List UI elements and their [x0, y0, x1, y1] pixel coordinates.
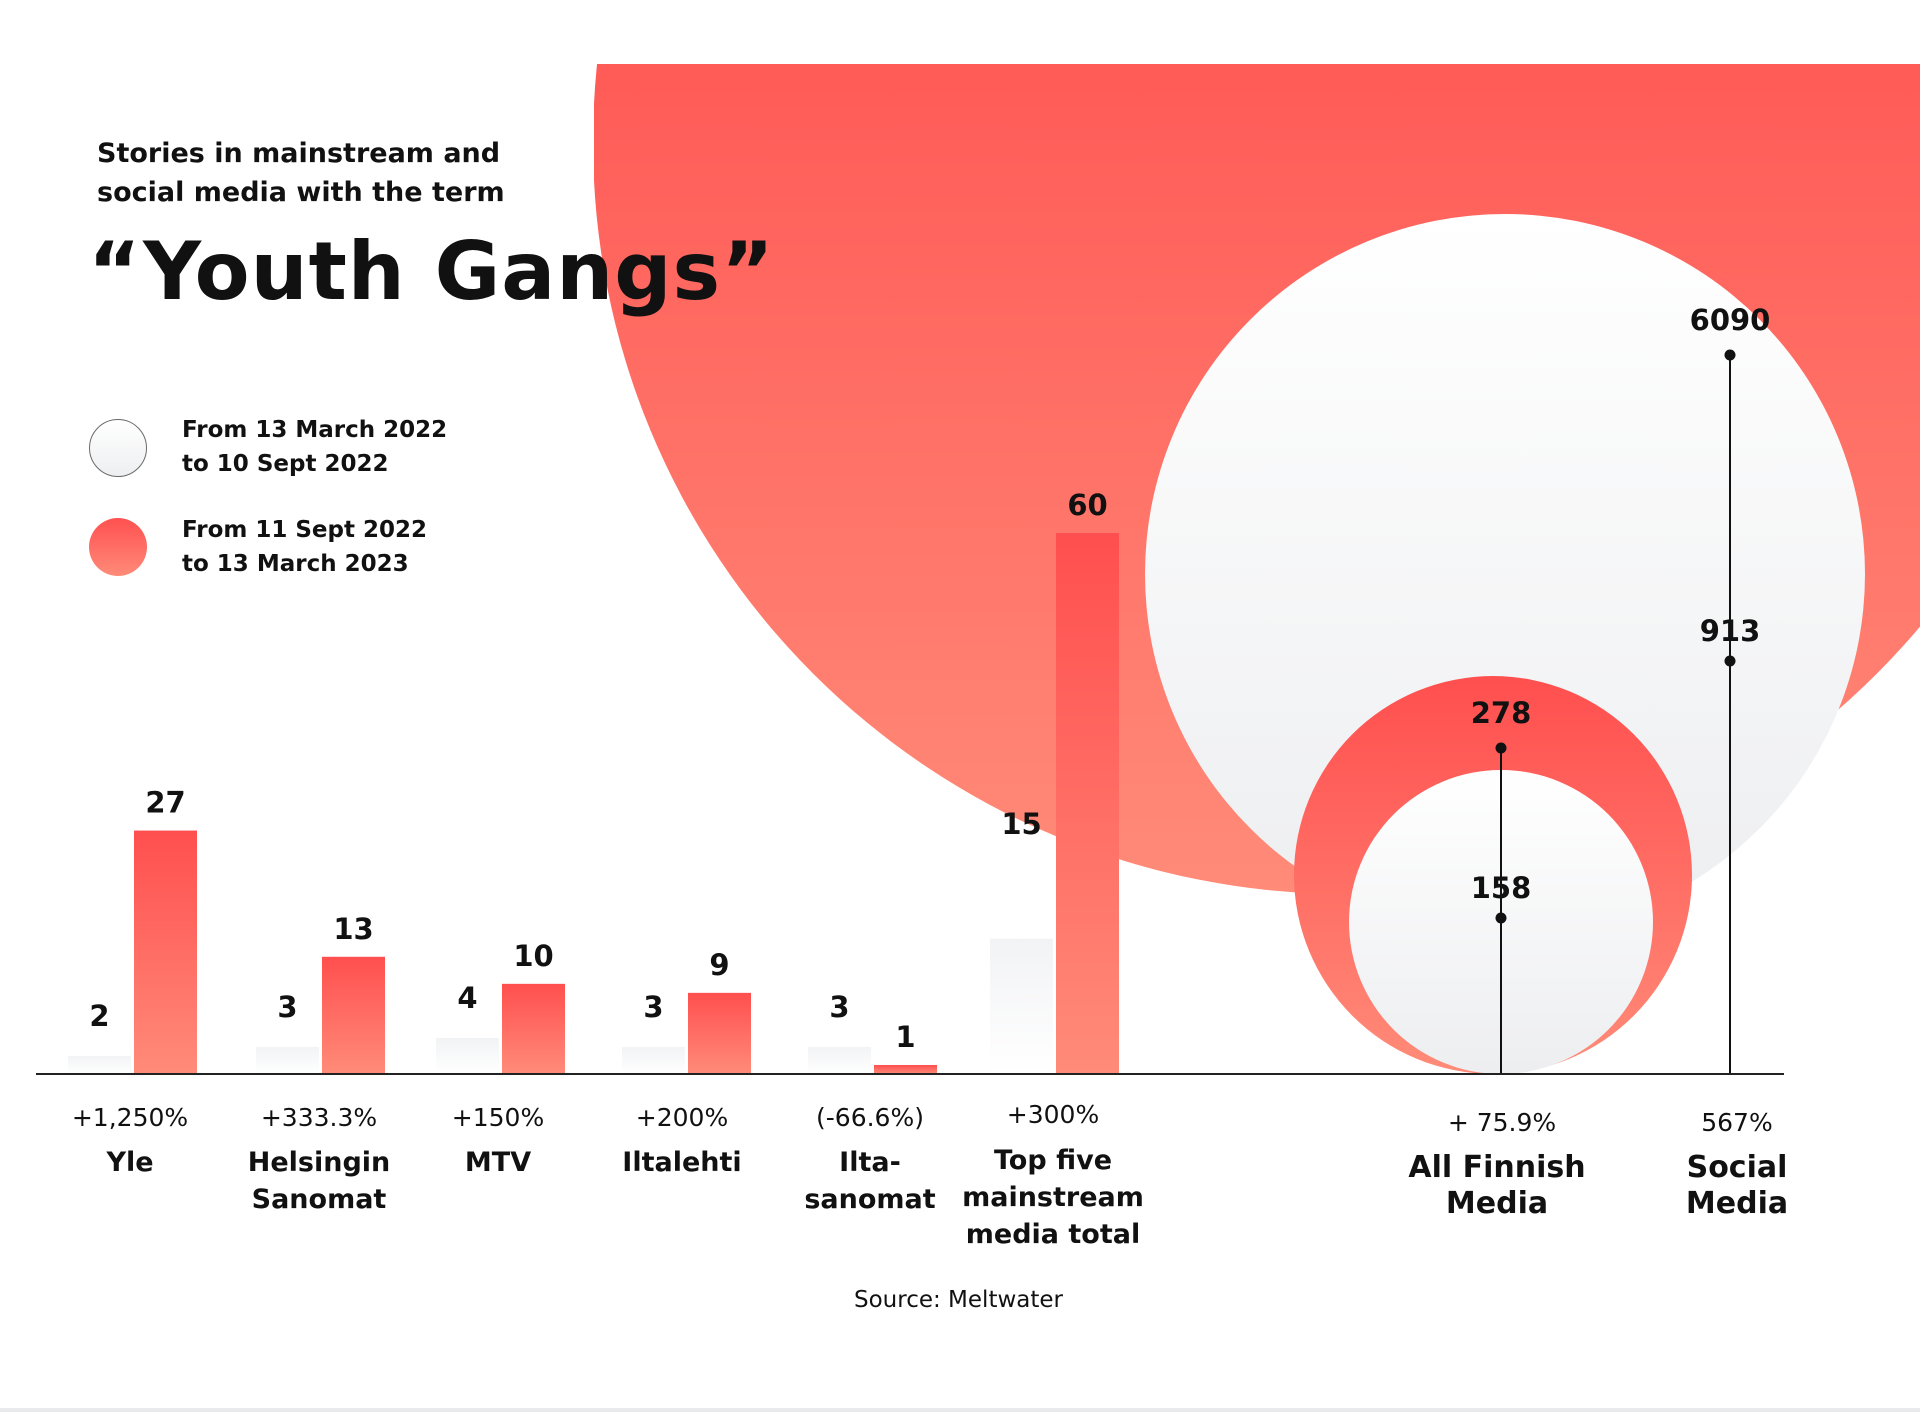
legend-label-period-1: From 13 March 2022 to 10 Sept 2022 — [182, 413, 447, 481]
legend-label-period-2-line-1: From 11 Sept 2022 — [182, 517, 428, 543]
all-finnish-media-before-value: 158 — [1471, 871, 1532, 905]
circles-layer — [594, 64, 1920, 1074]
bar-group-1: 2 27 — [68, 786, 197, 1074]
all-finnish-media-after-dot — [1495, 742, 1507, 754]
category-label-6: +300% Top five mainstream media total — [962, 1100, 1144, 1250]
bar-after-6 — [1056, 533, 1119, 1074]
category-label-3: +150% MTV — [452, 1103, 544, 1178]
bar-before-value-3: 4 — [457, 981, 477, 1015]
bar-before-1 — [68, 1055, 131, 1074]
bar-after-value-2: 13 — [333, 912, 373, 946]
category-name-3-line-1: MTV — [465, 1147, 531, 1178]
circle-name-2-line-2: Media — [1686, 1186, 1788, 1221]
social-media-before-value: 913 — [1700, 614, 1761, 648]
bar-after-2 — [322, 956, 385, 1074]
chart-title: “Youth Gangs” — [88, 225, 775, 318]
legend-label-period-2: From 11 Sept 2022 to 13 March 2023 — [182, 513, 427, 581]
category-change-3: +150% — [452, 1103, 544, 1132]
bar-group-3: 4 10 — [436, 939, 565, 1074]
category-change-4: +200% — [636, 1103, 728, 1132]
bar-after-5 — [874, 1064, 937, 1074]
circle-name-1-line-1: All Finnish — [1408, 1150, 1585, 1185]
category-name-6-line-2: mainstream — [962, 1182, 1144, 1213]
bar-before-6 — [990, 938, 1053, 1074]
social-media: 6090 913 — [1690, 303, 1771, 1074]
bar-after-value-1: 27 — [145, 786, 185, 820]
circle-change-2: 567% — [1701, 1108, 1772, 1137]
bar-group-5: 31 — [808, 990, 937, 1074]
category-name-5-line-2: sanomat — [804, 1184, 935, 1215]
bar-after-value-3: 10 — [513, 939, 553, 973]
category-change-2: +333.3% — [261, 1103, 377, 1132]
category-name-2-line-2: Sanomat — [252, 1184, 387, 1215]
chart-subtitle: Stories in mainstream and social media w… — [97, 134, 505, 212]
subtitle-line-2: social media with the term — [97, 177, 505, 208]
social-media-after-dot — [1724, 349, 1736, 361]
category-label-5: (-66.6%) Ilta-sanomat — [804, 1103, 935, 1215]
legend-swatch-period-2 — [89, 518, 147, 576]
bar-before-value-5: 3 — [829, 990, 849, 1024]
bar-after-1 — [134, 830, 197, 1074]
legend-label-period-1-line-2: to 10 Sept 2022 — [182, 451, 389, 477]
bar-before-value-6: 15 — [1001, 807, 1041, 841]
labels-layer: 2781586090913+1,250%Yle+333.3%HelsinginS… — [36, 303, 1788, 1250]
bar-group-4: 39 — [622, 948, 751, 1074]
bar-before-2 — [256, 1046, 319, 1074]
bar-before-value-4: 3 — [643, 990, 663, 1024]
legend-swatch-period-1 — [89, 419, 147, 477]
category-change-1: +1,250% — [72, 1103, 188, 1132]
category-name-1-line-1: Yle — [105, 1147, 153, 1178]
circle-change-1: + 75.9% — [1448, 1108, 1556, 1137]
bar-after-value-6: 60 — [1067, 488, 1107, 522]
all-finnish-media: 278 158 — [1471, 696, 1532, 1074]
bar-after-3 — [502, 983, 565, 1074]
social-media-after-value: 6090 — [1690, 303, 1771, 337]
bar-group-2: 3 13 — [256, 912, 385, 1074]
source-note: Source: Meltwater — [854, 1287, 1063, 1313]
all-finnish-media-before-dot — [1495, 912, 1507, 924]
category-label-1: +1,250% Yle — [72, 1103, 188, 1178]
social-media-before-dot — [1724, 655, 1736, 667]
category-label-2: +333.3% Helsingin Sanomat — [248, 1103, 391, 1215]
category-name-6-line-3: media total — [966, 1219, 1141, 1250]
legend-label-period-1-line-1: From 13 March 2022 — [182, 417, 448, 443]
bar-after-value-4: 9 — [709, 948, 729, 982]
subtitle-line-1: Stories in mainstream and — [97, 138, 501, 169]
category-name-5-line-1: Ilta- — [839, 1147, 901, 1178]
category-name-6-line-1: Top five — [994, 1145, 1112, 1176]
bar-before-value-2: 3 — [277, 990, 297, 1024]
bar-before-5 — [808, 1046, 871, 1074]
bar-before-value-1: 2 — [89, 999, 109, 1033]
all-finnish-media-after-value: 278 — [1471, 696, 1532, 730]
circle-name-2-line-1: Social — [1687, 1150, 1788, 1185]
category-name-2-line-1: Helsingin — [248, 1147, 391, 1178]
bar-before-4 — [622, 1046, 685, 1074]
category-change-6: +300% — [1007, 1100, 1099, 1129]
circle-name-1-line-2: Media — [1446, 1186, 1548, 1221]
category-label-4: +200% Iltalehti — [622, 1103, 741, 1178]
footer-divider — [0, 1408, 1920, 1412]
bar-after-value-5: 1 — [895, 1020, 915, 1054]
category-name-4-line-1: Iltalehti — [622, 1147, 741, 1178]
bar-after-4 — [688, 992, 751, 1074]
category-change-5: (-66.6%) — [816, 1103, 924, 1132]
circle-social-before — [1145, 214, 1865, 934]
bar-before-3 — [436, 1037, 499, 1074]
legend-label-period-2-line-2: to 13 March 2023 — [182, 551, 409, 577]
